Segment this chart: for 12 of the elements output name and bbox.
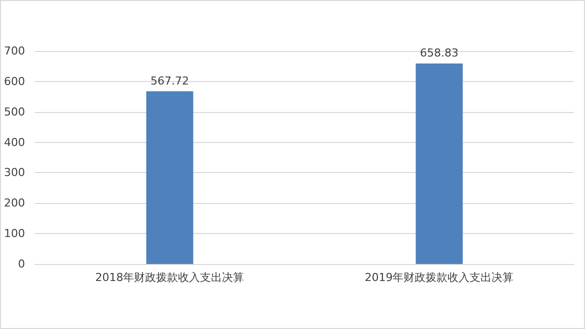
data-label: 658.83 [420, 46, 458, 60]
data-label: 567.72 [150, 74, 189, 88]
x-tick-label: 2018年财政拨款收入支出决算 [95, 271, 244, 284]
y-tick-label: 400 [4, 136, 25, 149]
y-tick-label: 600 [4, 74, 25, 88]
y-tick-label: 0 [18, 258, 25, 270]
y-tick-label: 200 [4, 196, 25, 210]
x-tick-label: 2019年财政拨款收入支出决算 [364, 271, 514, 284]
y-tick-label: 500 [4, 105, 25, 118]
y-tick-label: 100 [4, 227, 25, 240]
y-tick-label: 300 [4, 166, 25, 180]
y-tick-label: 700 [4, 44, 25, 58]
